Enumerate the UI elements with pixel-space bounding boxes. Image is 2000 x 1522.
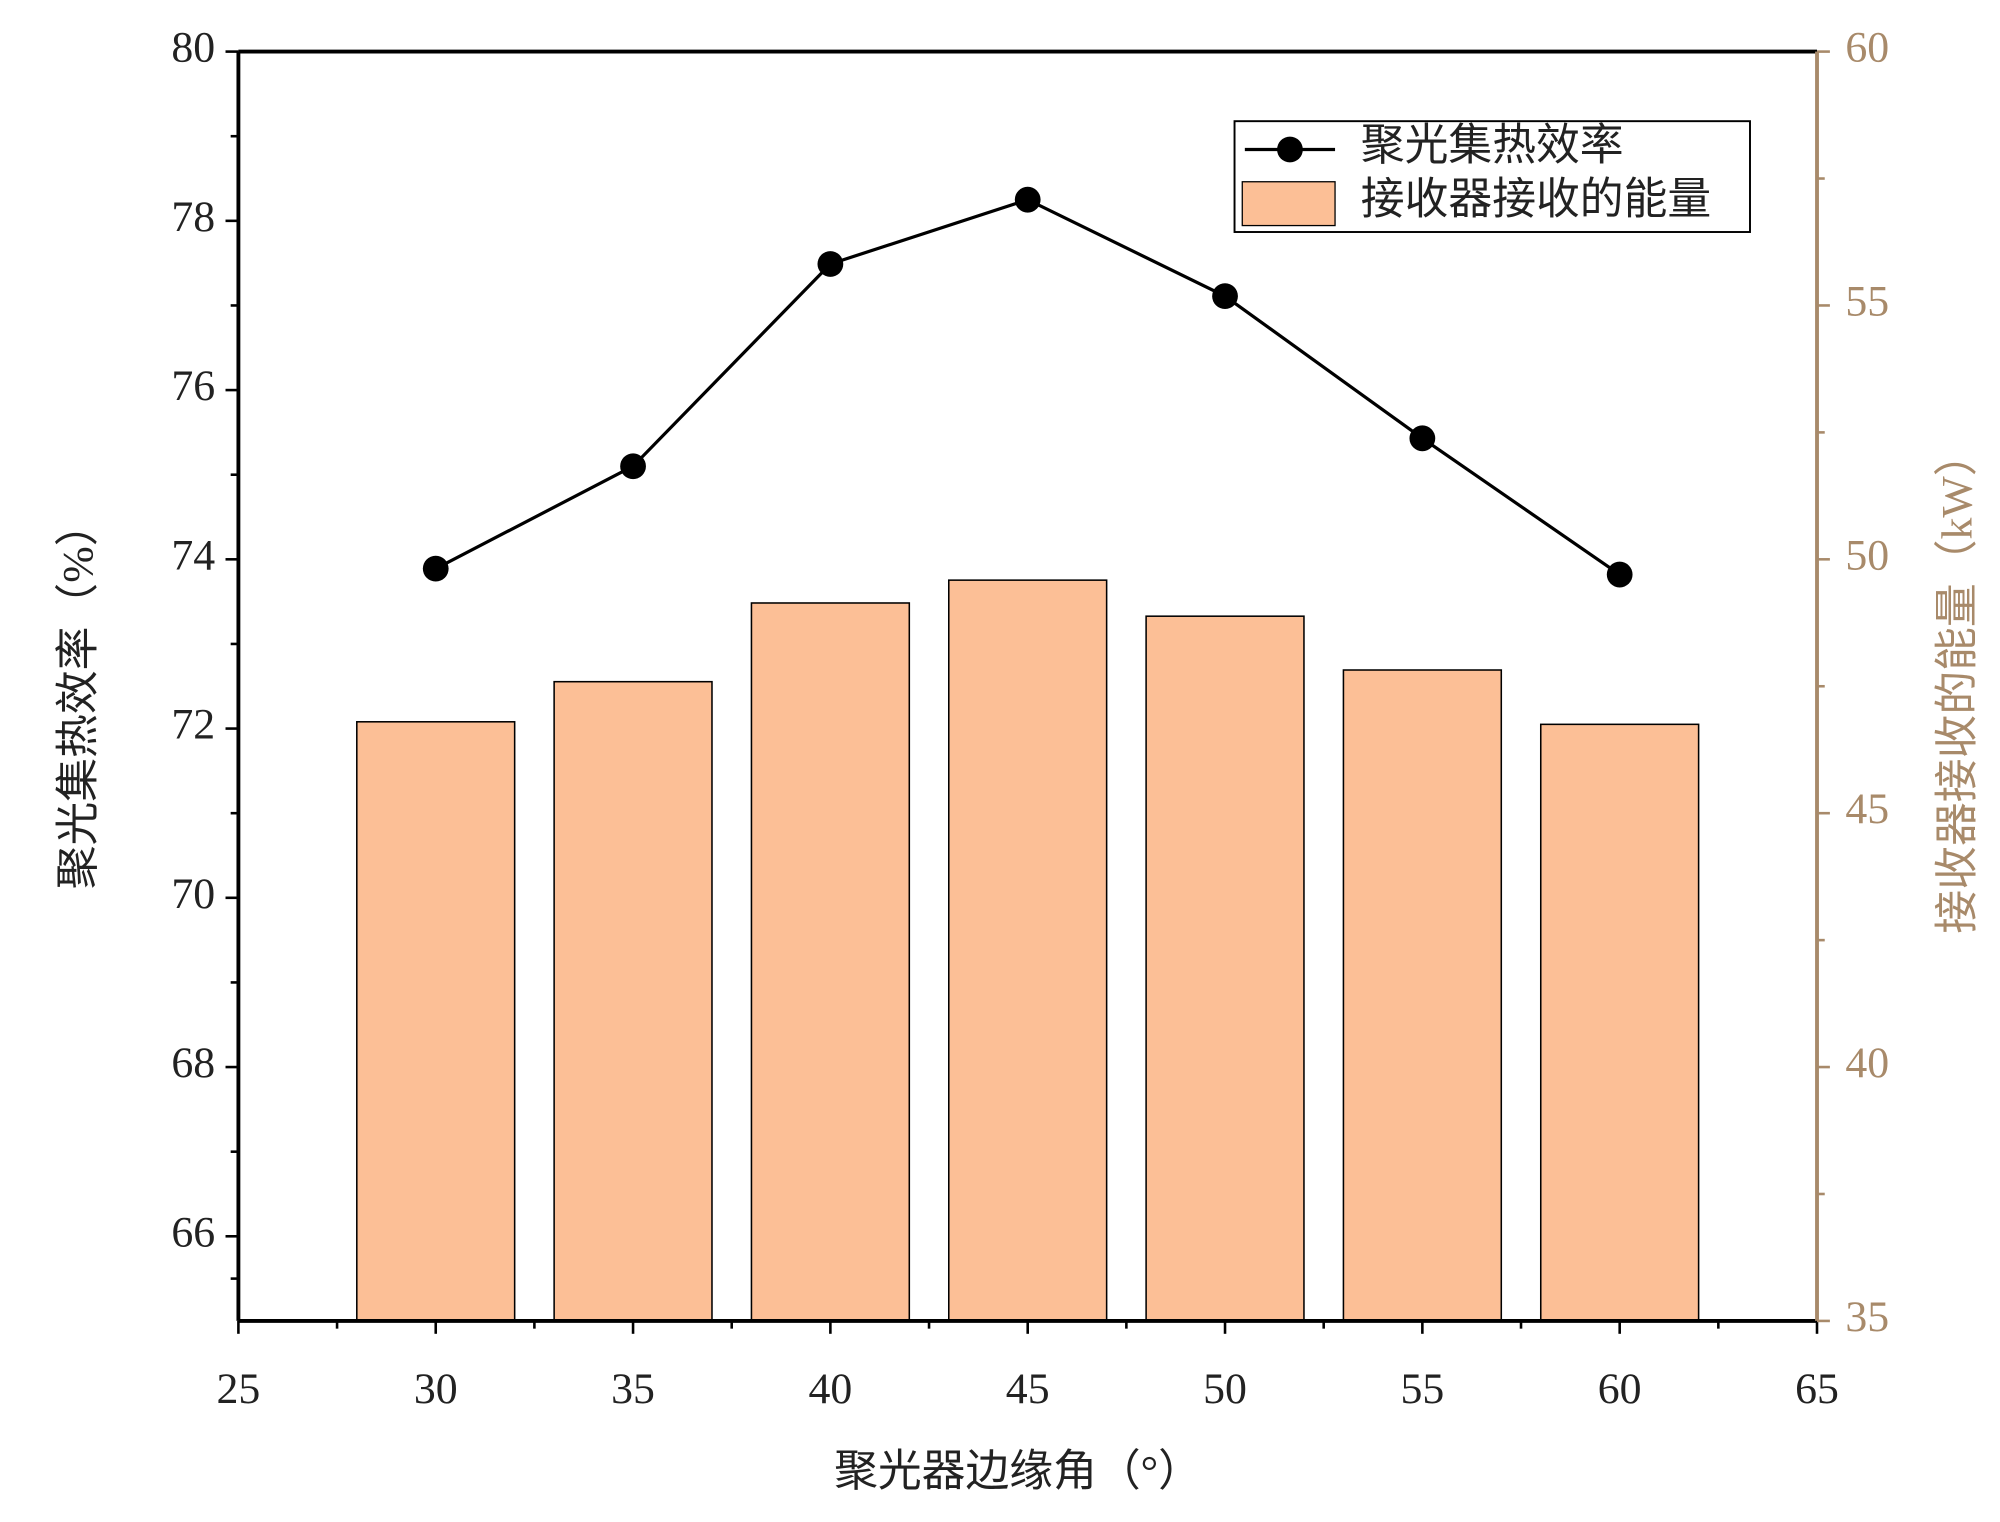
x-tick-label: 30 <box>414 1365 458 1413</box>
y-axis-label: 聚光集热效率（%） <box>54 502 103 889</box>
legend-swatch <box>1241 181 1336 227</box>
point <box>1409 425 1436 452</box>
x-tick-label: 45 <box>1006 1365 1050 1413</box>
point <box>422 555 449 582</box>
y2-tick-label: 55 <box>1845 278 1889 326</box>
bar <box>1539 723 1700 1322</box>
y-tick-label: 66 <box>171 1208 215 1256</box>
y-tick-label: 78 <box>171 193 215 241</box>
y2-tick-label: 35 <box>1845 1293 1889 1341</box>
x-tick-label: 60 <box>1598 1365 1642 1413</box>
y-tick-label: 72 <box>171 701 215 749</box>
y2-tick-label: 60 <box>1845 24 1889 72</box>
y2-tick-label: 50 <box>1845 531 1889 579</box>
y-tick-label: 80 <box>171 24 215 72</box>
point <box>817 251 844 277</box>
bar <box>1145 615 1305 1322</box>
y-tick-label: 68 <box>171 1039 215 1087</box>
line <box>434 197 1621 576</box>
x-tick-label: 40 <box>808 1365 852 1413</box>
y2-axis-label: 接收器接收的能量（kW） <box>1933 432 1981 933</box>
x-tick-label: 50 <box>1203 1365 1247 1413</box>
bar <box>553 680 713 1322</box>
y-tick-label: 76 <box>171 362 215 410</box>
legend-marker <box>1277 136 1303 163</box>
bar <box>750 602 911 1322</box>
x-axis-label: 聚光器边缘角（°） <box>834 1448 1202 1496</box>
bar <box>1342 669 1503 1322</box>
point <box>1014 186 1041 213</box>
x-tick-label: 55 <box>1400 1365 1444 1413</box>
point <box>1212 283 1238 310</box>
y2-tick-label: 45 <box>1845 785 1889 833</box>
y2-tick-label: 40 <box>1845 1039 1889 1087</box>
bar <box>356 721 516 1322</box>
point <box>620 453 646 480</box>
y-tick-label: 74 <box>171 531 215 579</box>
x-tick-label: 65 <box>1795 1365 1839 1413</box>
legend-label: 聚光集热效率 <box>1361 121 1624 170</box>
x-tick-label: 25 <box>217 1365 261 1413</box>
bar <box>948 579 1108 1322</box>
x-tick-label: 35 <box>611 1365 655 1413</box>
legend-label: 接收器接收的能量 <box>1361 176 1711 224</box>
y-tick-label: 70 <box>171 870 215 918</box>
point <box>1606 561 1633 588</box>
